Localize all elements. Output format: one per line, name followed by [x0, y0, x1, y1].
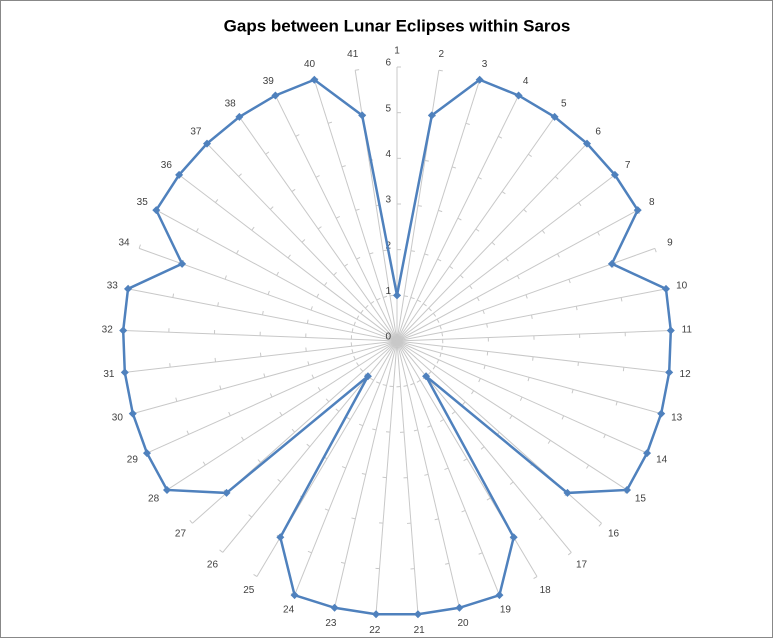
category-label: 39	[263, 76, 275, 87]
category-label: 20	[458, 618, 470, 629]
category-label: 17	[576, 559, 588, 570]
category-label: 11	[682, 325, 693, 336]
category-label: 27	[175, 529, 187, 540]
category-label: 35	[137, 197, 149, 208]
category-label: 9	[667, 238, 673, 249]
category-label: 4	[523, 76, 529, 87]
category-label: 12	[680, 369, 692, 380]
category-label: 6	[595, 127, 601, 138]
y-tick-label: 5	[385, 103, 391, 114]
category-label: 13	[671, 412, 683, 423]
category-label: 3	[482, 59, 488, 70]
category-label: 7	[625, 160, 631, 171]
category-label: 41	[347, 49, 359, 60]
y-tick-label: 6	[385, 58, 391, 69]
category-label: 26	[207, 559, 219, 570]
y-tick-label: 3	[385, 195, 391, 206]
category-label: 33	[107, 280, 119, 291]
category-label: 25	[243, 585, 255, 596]
category-label: 18	[540, 585, 552, 596]
category-label: 29	[127, 454, 139, 465]
y-tick-label: 0	[385, 332, 391, 343]
category-label: 21	[414, 625, 426, 636]
category-label: 30	[112, 412, 124, 423]
category-label: 36	[161, 160, 173, 171]
category-label: 40	[304, 59, 316, 70]
category-label: 1	[394, 46, 400, 57]
tick-mark	[425, 160, 429, 161]
y-tick-label: 1	[385, 286, 391, 297]
category-label: 10	[676, 280, 688, 291]
y-tick-label: 4	[385, 149, 391, 160]
category-label: 23	[325, 618, 337, 629]
tick-mark	[418, 206, 422, 207]
category-label: 14	[656, 454, 668, 465]
tick-mark	[411, 251, 415, 252]
category-label: 19	[500, 605, 512, 616]
tick-mark	[355, 70, 359, 71]
category-label: 37	[190, 127, 202, 138]
tick-mark	[439, 70, 443, 71]
category-label: 15	[635, 493, 647, 504]
category-label: 5	[561, 98, 567, 109]
category-label: 24	[283, 605, 295, 616]
category-label: 8	[649, 197, 655, 208]
category-label: 2	[438, 49, 444, 60]
category-label: 31	[103, 369, 115, 380]
category-label: 28	[148, 493, 160, 504]
chart-title: Gaps between Lunar Eclipses within Saros	[224, 16, 571, 35]
category-label: 34	[119, 238, 131, 249]
category-label: 32	[102, 325, 114, 336]
category-label: 38	[225, 98, 237, 109]
tick-mark	[404, 296, 408, 297]
category-label: 22	[369, 625, 381, 636]
category-label: 16	[608, 529, 620, 540]
